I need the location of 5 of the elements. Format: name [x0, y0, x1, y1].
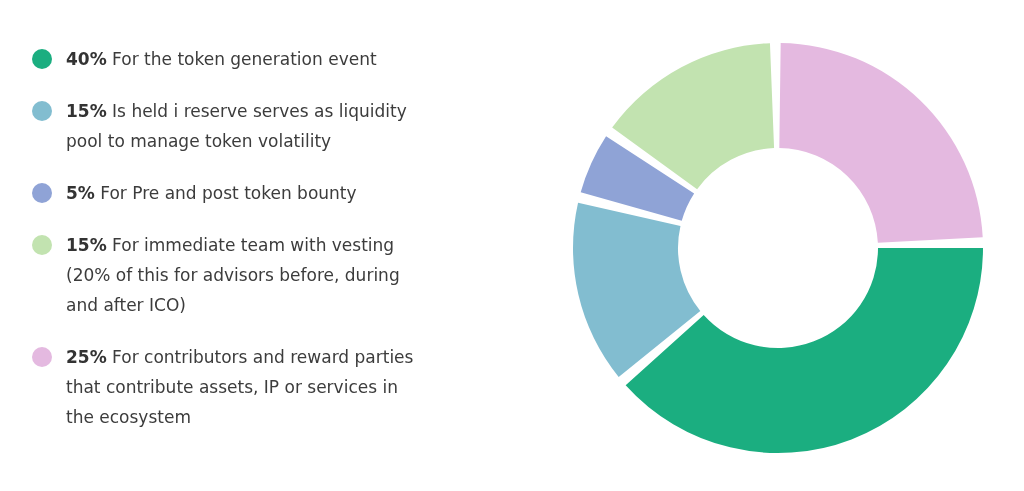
legend-label: 15% Is held i reserve serves as liquidity pool to manage token volatility — [66, 100, 408, 153]
legend-label: 40% For the token generation event — [66, 48, 378, 71]
legend-label: 5% For Pre and post token bounty — [66, 182, 358, 205]
legend-label: 25% For contributors and reward parties that contribute assets, IP or services in the ecosystem — [66, 346, 415, 429]
legend-label: 15% For immediate team with vesting (20% of this for advisors before, during and after ICO) — [66, 234, 401, 317]
